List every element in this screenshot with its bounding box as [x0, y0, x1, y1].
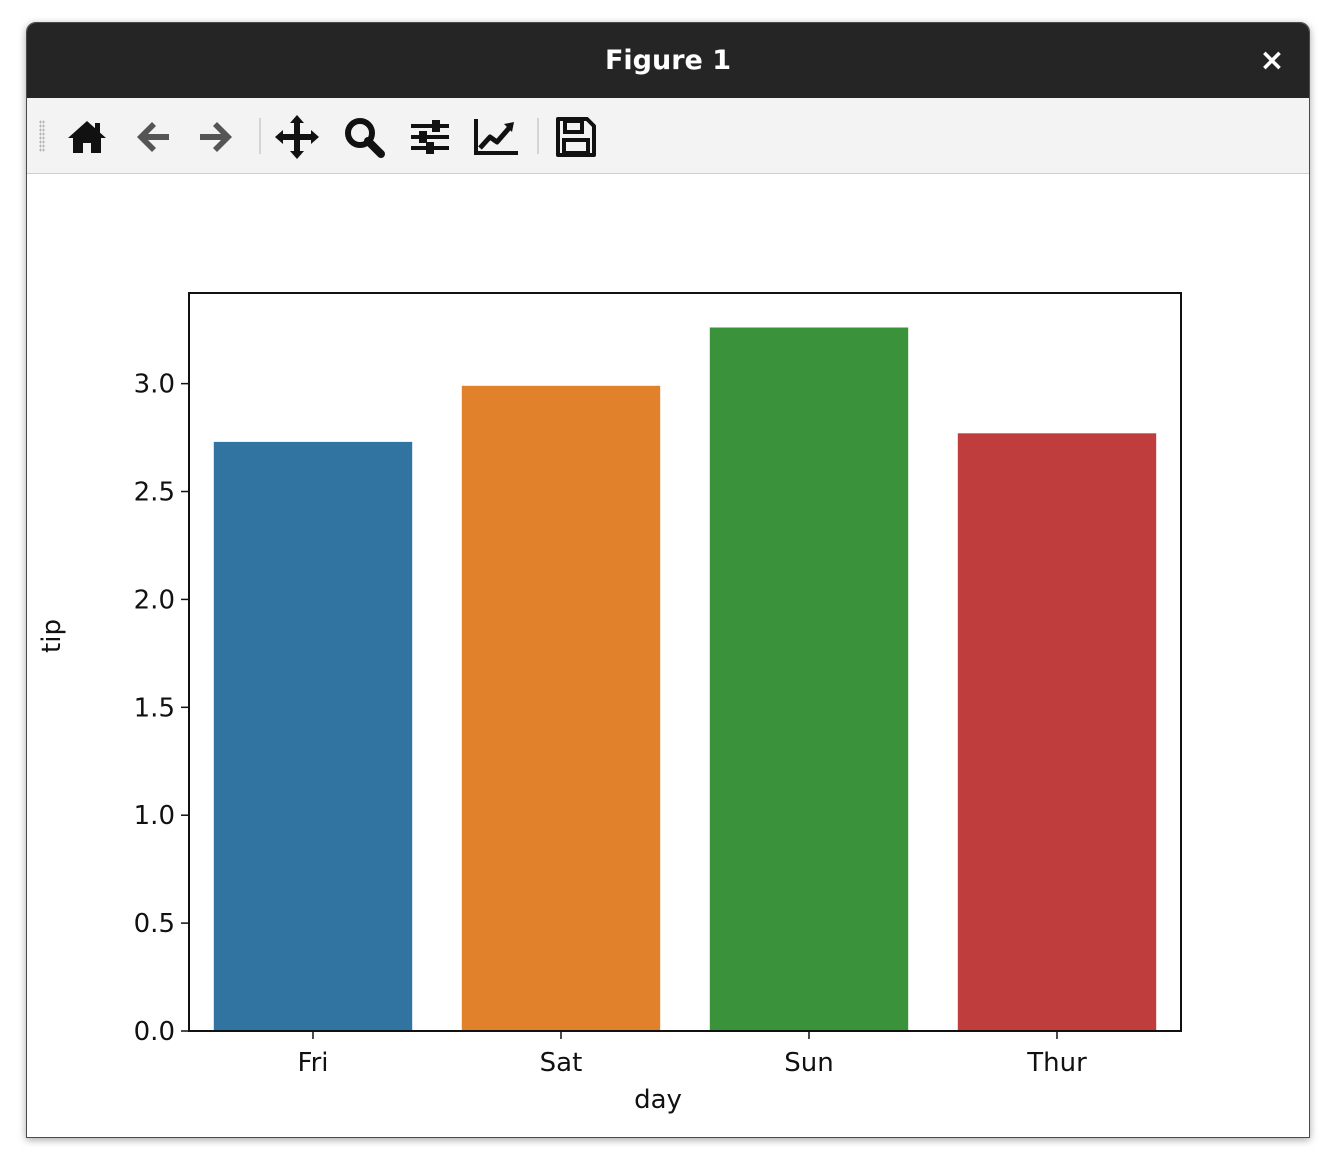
edit-axes-line-icon — [472, 115, 520, 159]
pan-move-icon — [273, 113, 321, 161]
toolbar-grip[interactable] — [39, 120, 45, 152]
y-axis-label: tip — [37, 619, 67, 653]
y-tick-label: 0.5 — [134, 909, 175, 939]
toolbar-separator — [259, 118, 261, 154]
bar-chart: Fri Sat Sun Thur 0.0 0.5 1.0 1.5 2.0 2.5 3.0 — [134, 292, 1182, 1078]
figure-window: Figure 1 × — [26, 22, 1310, 1138]
y-tick-label: 1.5 — [134, 693, 175, 723]
bar — [461, 385, 661, 1031]
y-tick-label: 3.0 — [134, 370, 175, 400]
x-axis-label: day — [634, 1085, 682, 1115]
navigation-toolbar — [27, 98, 1309, 174]
zoom-magnifier-icon — [341, 114, 387, 160]
subplots-button[interactable] — [403, 110, 457, 164]
save-button[interactable] — [549, 110, 603, 164]
zoom-button[interactable] — [337, 110, 391, 164]
back-arrow-icon — [131, 115, 175, 159]
bar — [957, 433, 1157, 1031]
x-tick-label: Sun — [784, 1048, 833, 1078]
forward-button[interactable] — [189, 110, 243, 164]
home-icon — [65, 115, 109, 159]
x-tick-label: Sat — [540, 1048, 583, 1078]
subplots-sliders-icon — [408, 115, 452, 159]
close-button[interactable]: × — [1259, 42, 1285, 78]
toolbar-separator — [537, 118, 539, 154]
edit-axes-button[interactable] — [469, 110, 523, 164]
axes-frame — [188, 292, 1182, 1032]
forward-arrow-icon — [194, 115, 238, 159]
bar — [213, 441, 413, 1031]
window-title: Figure 1 — [604, 45, 732, 76]
y-tick-label: 2.5 — [134, 478, 175, 508]
pan-button[interactable] — [270, 110, 324, 164]
x-tick-label: Fri — [298, 1048, 329, 1078]
x-tick-label: Thur — [1026, 1048, 1087, 1078]
y-tick-label: 2.0 — [134, 585, 175, 615]
back-button[interactable] — [126, 110, 180, 164]
figure-canvas[interactable]: Fri Sat Sun Thur 0.0 0.5 1.0 1.5 2.0 2.5 3.0 — [27, 174, 1309, 1137]
y-tick-label: 0.0 — [134, 1017, 175, 1047]
title-bar[interactable]: Figure 1 × — [27, 23, 1309, 98]
y-tick-label: 1.0 — [134, 801, 175, 831]
save-floppy-icon — [554, 115, 598, 159]
home-button[interactable] — [60, 110, 114, 164]
bar — [709, 327, 909, 1031]
